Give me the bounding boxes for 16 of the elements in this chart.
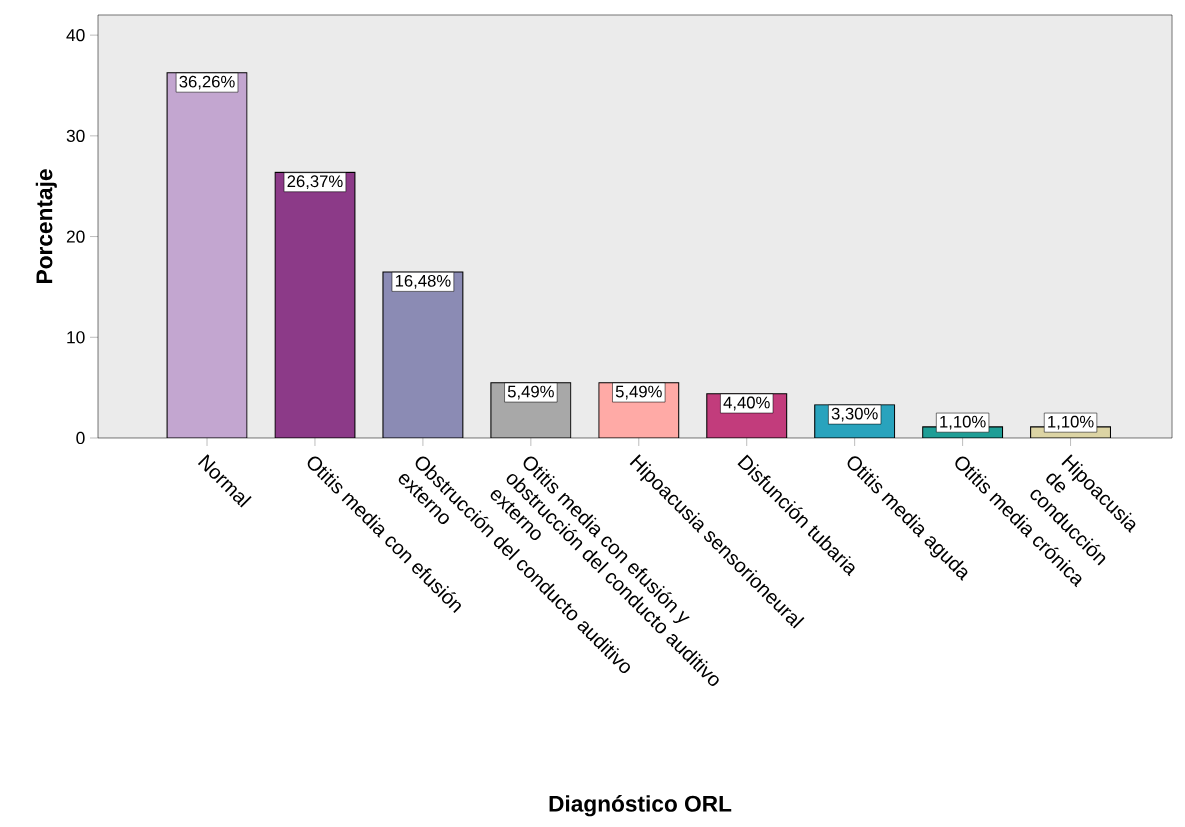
data-label: 5,49% — [615, 385, 662, 400]
y-axis-title: Porcentaje — [35, 169, 57, 283]
data-label: 16,48% — [395, 274, 451, 289]
data-label: 1,10% — [1048, 415, 1094, 430]
data-label: 36,26% — [179, 75, 235, 90]
y-tick-label: 20 — [66, 230, 85, 243]
y-tick-label: 0 — [76, 431, 85, 445]
data-label: 5,49% — [507, 385, 554, 400]
y-tick-label: 40 — [66, 28, 85, 42]
data-label: 1,10% — [940, 415, 986, 430]
x-axis-title: Diagnóstico ORL — [549, 794, 732, 817]
data-label: 26,37% — [287, 175, 343, 190]
y-tick-label: 10 — [67, 331, 85, 344]
y-tick-label: 30 — [66, 129, 85, 142]
data-label: 3,30% — [831, 407, 878, 422]
data-label: 4,40% — [723, 396, 770, 411]
